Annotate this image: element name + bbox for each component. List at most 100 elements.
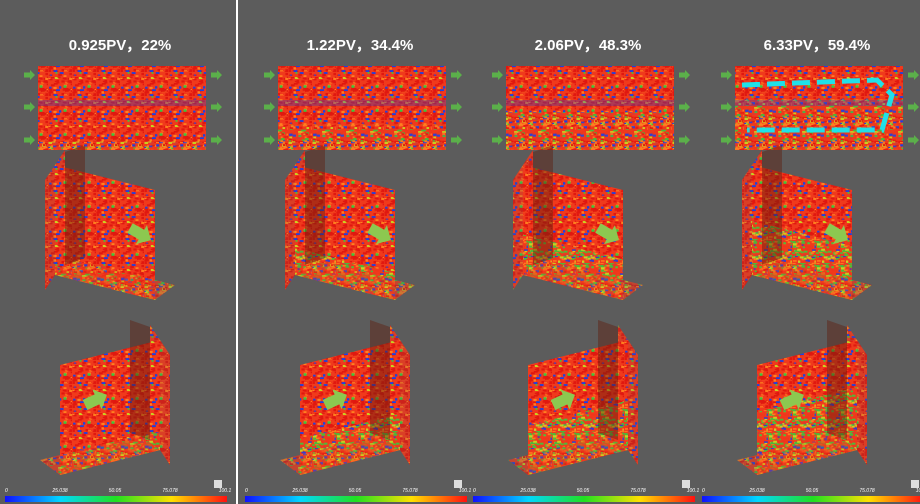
- flow-arrow: [550, 389, 575, 410]
- block-bottom: [40, 435, 160, 475]
- colorbar-label: 0: [702, 488, 705, 494]
- saturation-map: [38, 66, 206, 150]
- colorbar-label: 25.038: [748, 488, 765, 494]
- flow-arrow: [908, 135, 919, 145]
- colorbar-label: 75.078: [630, 488, 646, 494]
- panel-title: 0.925PV，22%: [69, 37, 172, 54]
- flow-arrow: [24, 135, 35, 145]
- colorbar-label: 25.038: [291, 488, 308, 494]
- flow-arrow: [595, 223, 619, 245]
- flow-arrow: [492, 102, 503, 112]
- flow-arrow: [264, 70, 275, 80]
- panel-title: 1.22PV，34.4%: [307, 37, 414, 54]
- colorbar-label: 0: [473, 488, 476, 494]
- flow-arrow: [908, 70, 919, 80]
- channel-band: [278, 100, 446, 106]
- flow-arrow: [492, 70, 503, 80]
- block-bottom: [280, 435, 400, 475]
- colorbar-label: 25.038: [519, 488, 536, 494]
- flow-arrow: [721, 102, 732, 112]
- colorbar-label: 50.05: [349, 488, 362, 494]
- colorbar-label: 0: [245, 488, 248, 494]
- flow-arrow: [451, 102, 462, 112]
- flow-arrow: [679, 135, 690, 145]
- colorbar: [245, 496, 467, 502]
- block-3d: [40, 320, 170, 475]
- block-3d: [737, 320, 867, 475]
- axis-icon: [682, 480, 690, 488]
- colorbar-label: 75.078: [402, 488, 418, 494]
- panel-title: 2.06PV，48.3%: [535, 37, 642, 54]
- flow-arrow: [451, 70, 462, 80]
- block-3d: [280, 320, 410, 475]
- colorbar: [473, 496, 695, 502]
- block-3d: [508, 320, 638, 475]
- channel-band: [735, 100, 903, 106]
- flow-arrow: [24, 102, 35, 112]
- colorbar-label: 75.078: [162, 488, 178, 494]
- flow-arrow: [264, 135, 275, 145]
- block-slice: [305, 145, 325, 265]
- block-slice: [533, 145, 553, 265]
- flow-arrow: [82, 389, 107, 410]
- saturation-map-lower: [38, 141, 206, 150]
- colorbar-label: 75.078: [859, 488, 875, 494]
- block-3d: [45, 145, 175, 300]
- flow-arrow: [908, 102, 919, 112]
- block-bottom: [508, 435, 628, 475]
- axis-icon: [454, 480, 462, 488]
- colorbar-label: 100.1: [459, 488, 472, 494]
- block-bottom: [737, 435, 857, 475]
- saturation-map-lower: [278, 124, 446, 150]
- panel-title: 6.33PV，59.4%: [764, 37, 871, 54]
- colorbar-label: 100.1: [916, 488, 920, 494]
- flow-arrow: [679, 102, 690, 112]
- block-slice: [65, 145, 85, 265]
- axis-icon: [911, 480, 919, 488]
- block-bottom: [55, 260, 175, 300]
- flow-arrow: [779, 389, 804, 410]
- flow-arrow: [721, 135, 732, 145]
- channel-band: [506, 100, 674, 106]
- flow-arrow: [492, 135, 503, 145]
- axis-icon: [214, 480, 222, 488]
- colorbar: [5, 496, 227, 502]
- divider: [236, 0, 238, 504]
- flow-path: [741, 77, 895, 133]
- block-bottom: [523, 260, 643, 300]
- flow-arrow: [322, 389, 347, 410]
- flow-arrow: [264, 102, 275, 112]
- colorbar-label: 50.05: [577, 488, 590, 494]
- flow-arrow: [127, 223, 151, 245]
- colorbar-label: 0: [5, 488, 8, 494]
- flow-arrow: [367, 223, 391, 245]
- flow-arrow: [721, 70, 732, 80]
- block-3d: [513, 145, 643, 300]
- flow-arrow: [211, 70, 222, 80]
- colorbar-label: 100.1: [687, 488, 700, 494]
- saturation-map-lower: [506, 112, 674, 150]
- saturation-map-lower: [735, 99, 903, 150]
- colorbar-label: 25.038: [51, 488, 68, 494]
- block-bottom: [295, 260, 415, 300]
- block-slice: [370, 320, 390, 440]
- block-slice: [827, 320, 847, 440]
- block-bottom: [752, 260, 872, 300]
- colorbar-label: 100.1: [219, 488, 232, 494]
- colorbar-label: 50.05: [806, 488, 819, 494]
- channel-band: [38, 100, 206, 106]
- block-3d: [742, 145, 872, 300]
- flow-arrow: [211, 102, 222, 112]
- block-slice: [762, 145, 782, 265]
- flow-arrow: [451, 135, 462, 145]
- flow-arrow: [679, 70, 690, 80]
- block-3d: [285, 145, 415, 300]
- flow-arrow: [211, 135, 222, 145]
- colorbar-label: 50.05: [109, 488, 122, 494]
- block-slice: [130, 320, 150, 440]
- flow-arrow: [824, 223, 848, 245]
- flow-arrow: [24, 70, 35, 80]
- block-slice: [598, 320, 618, 440]
- colorbar: [702, 496, 920, 502]
